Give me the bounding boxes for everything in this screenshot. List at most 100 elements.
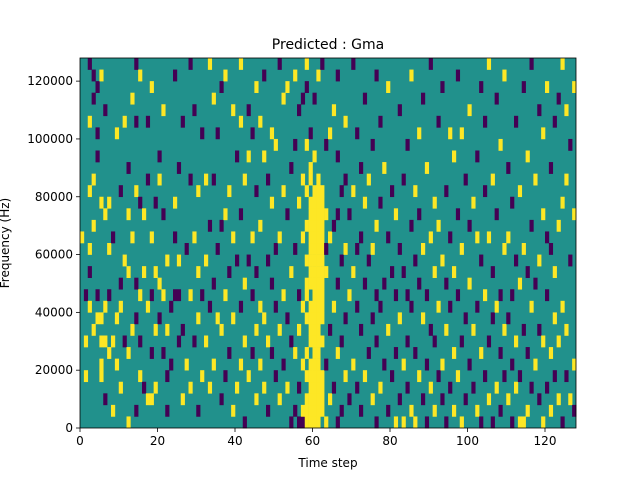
heatmap-cell: [262, 381, 267, 394]
heatmap-cell: [161, 104, 166, 117]
heatmap-cell: [490, 266, 495, 278]
x-tick-label: 60: [305, 434, 320, 448]
heatmap-cell: [157, 277, 162, 290]
heatmap-cell: [262, 150, 267, 163]
heatmap-cell: [169, 358, 174, 371]
heatmap-cell: [467, 277, 472, 290]
heatmap-cell: [176, 289, 182, 302]
heatmap-cell: [304, 370, 309, 383]
heatmap-cell: [293, 243, 298, 255]
heatmap-cell: [304, 81, 309, 93]
heatmap-cell: [238, 300, 244, 313]
heatmap-cell: [285, 381, 290, 394]
heatmap-cell: [103, 104, 108, 117]
heatmap-cell: [393, 208, 399, 221]
heatmap-cell: [219, 81, 224, 93]
heatmap-cell: [463, 173, 468, 186]
heatmap-cell: [231, 312, 236, 325]
heatmap-cell: [424, 162, 430, 174]
heatmap-cell: [312, 208, 317, 221]
heatmap-cell: [157, 150, 162, 163]
heatmap-cell: [308, 416, 313, 429]
heatmap-cell: [316, 347, 321, 359]
heatmap-cell: [246, 254, 251, 267]
heatmap-cell: [359, 231, 364, 244]
heatmap-cell: [200, 370, 205, 383]
heatmap-cell: [254, 81, 259, 93]
heatmap-cell: [401, 173, 406, 186]
heatmap-cell: [316, 289, 321, 302]
heatmap-cell: [471, 196, 476, 209]
heatmap-cell: [285, 312, 290, 325]
heatmap-cell: [409, 404, 414, 417]
heatmap-cell: [382, 358, 387, 371]
heatmap-cell: [335, 150, 340, 163]
heatmap-cell: [207, 219, 213, 232]
heatmap-cell: [99, 335, 104, 348]
heatmap-cell: [498, 347, 503, 359]
heatmap-cell: [370, 312, 375, 325]
heatmap-cell: [424, 358, 430, 371]
heatmap-cell: [510, 416, 515, 429]
heatmap-cell: [572, 208, 577, 221]
heatmap-cell: [475, 231, 480, 244]
heatmap-cell: [304, 58, 309, 70]
heatmap-cell: [273, 300, 278, 313]
heatmap-cell: [405, 138, 410, 151]
heatmap-cell: [455, 289, 461, 302]
heatmap-cell: [320, 404, 325, 417]
heatmap-cell: [413, 416, 418, 429]
heatmap-cell: [440, 358, 445, 371]
heatmap-cell: [320, 208, 325, 221]
heatmap-cell: [320, 231, 325, 244]
heatmap-cell: [316, 231, 321, 244]
heatmap-cell: [517, 277, 523, 290]
heatmap-cell: [545, 231, 550, 244]
heatmap-cell: [343, 115, 348, 128]
heatmap-cell: [355, 127, 360, 140]
heatmap-cell: [324, 138, 329, 151]
heatmap-cell: [424, 289, 430, 302]
heatmap-cell: [107, 289, 112, 302]
heatmap-cell: [289, 266, 294, 278]
heatmap-cell: [397, 104, 402, 117]
heatmap-cell: [219, 393, 224, 406]
heatmap-cell: [490, 416, 495, 429]
heatmap-cell: [471, 323, 476, 336]
heatmap-cell: [176, 162, 182, 174]
heatmap-cell: [134, 115, 139, 128]
heatmap-cell: [374, 416, 379, 429]
heatmap-cells: [80, 58, 577, 429]
heatmap-cell: [409, 219, 414, 232]
heatmap-cell: [320, 58, 325, 70]
heatmap-cell: [343, 312, 348, 325]
heatmap-cell: [246, 150, 251, 163]
heatmap-cell: [393, 347, 399, 359]
heatmap-cell: [506, 312, 511, 325]
heatmap-cell: [145, 173, 151, 186]
heatmap-cell: [320, 185, 325, 198]
heatmap-cell: [304, 393, 309, 406]
heatmap-cell: [335, 416, 340, 429]
heatmap-cell: [494, 208, 499, 221]
heatmap-cell: [405, 335, 410, 348]
heatmap-cell: [304, 138, 309, 151]
heatmap-cell: [537, 323, 542, 336]
heatmap-cell: [142, 208, 147, 221]
heatmap-cell: [238, 358, 244, 371]
heatmap-cell: [312, 404, 317, 417]
heatmap-cell: [196, 185, 201, 198]
heatmap-cell: [428, 58, 433, 70]
heatmap-cell: [118, 277, 123, 290]
heatmap-cell: [386, 323, 391, 336]
heatmap-cell: [521, 416, 526, 429]
heatmap-cell: [378, 300, 383, 313]
heatmap-cell: [390, 185, 395, 198]
heatmap-cell: [312, 219, 317, 232]
heatmap-cell: [490, 312, 495, 325]
heatmap-cell: [390, 370, 395, 383]
heatmap-cell: [308, 393, 313, 406]
heatmap-cell: [386, 231, 391, 244]
heatmap-cell: [142, 266, 147, 278]
heatmap-cell: [281, 92, 286, 105]
